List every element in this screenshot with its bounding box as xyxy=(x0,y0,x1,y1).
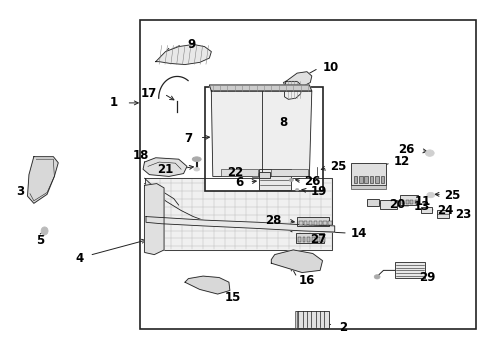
Ellipse shape xyxy=(288,179,293,181)
Bar xyxy=(399,195,417,205)
Text: 15: 15 xyxy=(224,291,241,304)
Bar xyxy=(297,237,300,242)
Text: 4: 4 xyxy=(75,252,83,265)
Bar xyxy=(299,221,302,225)
Bar xyxy=(295,233,324,243)
Text: 26: 26 xyxy=(304,175,320,188)
Bar xyxy=(318,221,322,225)
Polygon shape xyxy=(283,72,311,87)
Text: 25: 25 xyxy=(329,160,346,173)
Bar xyxy=(350,185,385,189)
Bar xyxy=(353,176,356,183)
Ellipse shape xyxy=(192,157,201,162)
Bar xyxy=(436,210,448,218)
Text: 13: 13 xyxy=(412,200,428,213)
Polygon shape xyxy=(211,91,311,176)
Text: 10: 10 xyxy=(322,60,338,73)
Text: 19: 19 xyxy=(310,185,326,198)
Ellipse shape xyxy=(426,192,434,198)
Bar xyxy=(401,200,404,204)
Polygon shape xyxy=(156,44,211,64)
Text: 2: 2 xyxy=(339,320,347,333)
Text: 3: 3 xyxy=(16,185,24,198)
Polygon shape xyxy=(184,276,229,294)
Text: 27: 27 xyxy=(310,233,326,246)
Bar xyxy=(252,173,258,177)
Bar xyxy=(328,221,331,225)
Text: 20: 20 xyxy=(388,198,405,211)
Bar xyxy=(366,199,378,206)
Bar xyxy=(409,200,412,204)
Bar xyxy=(312,237,315,242)
Ellipse shape xyxy=(373,275,379,279)
Bar xyxy=(259,169,290,190)
Text: 17: 17 xyxy=(140,87,157,100)
Text: 29: 29 xyxy=(418,271,434,284)
Bar xyxy=(379,201,396,210)
Polygon shape xyxy=(146,217,334,232)
Text: 8: 8 xyxy=(279,116,287,129)
Polygon shape xyxy=(271,250,322,273)
Polygon shape xyxy=(284,81,302,99)
Text: 6: 6 xyxy=(235,176,243,189)
Bar xyxy=(221,169,257,176)
Bar xyxy=(297,217,328,226)
Bar xyxy=(294,311,296,328)
Ellipse shape xyxy=(41,227,48,235)
Bar xyxy=(405,200,408,204)
Text: 22: 22 xyxy=(226,166,243,179)
Bar xyxy=(295,311,328,328)
Bar xyxy=(394,262,424,278)
Polygon shape xyxy=(27,157,58,203)
Text: 18: 18 xyxy=(133,149,149,162)
Text: 1: 1 xyxy=(109,96,118,109)
Bar xyxy=(307,237,310,242)
Ellipse shape xyxy=(193,167,199,171)
Polygon shape xyxy=(144,184,163,255)
Text: 26: 26 xyxy=(398,143,414,156)
Bar xyxy=(308,221,312,225)
Text: 23: 23 xyxy=(454,208,470,221)
Bar xyxy=(358,176,362,183)
Bar xyxy=(259,172,269,178)
Bar xyxy=(313,221,317,225)
Polygon shape xyxy=(143,158,186,176)
Bar xyxy=(317,237,320,242)
Bar xyxy=(414,200,417,204)
Bar xyxy=(271,169,307,176)
Bar xyxy=(380,176,383,183)
Text: 7: 7 xyxy=(184,132,192,145)
Text: 12: 12 xyxy=(392,155,408,168)
Bar xyxy=(322,237,325,242)
Bar xyxy=(364,176,367,183)
Bar xyxy=(323,221,326,225)
Bar xyxy=(302,237,305,242)
Bar xyxy=(205,87,322,191)
Text: 9: 9 xyxy=(186,38,195,51)
Bar xyxy=(369,176,372,183)
Text: 11: 11 xyxy=(414,195,430,208)
Bar xyxy=(140,21,475,329)
Ellipse shape xyxy=(295,188,298,191)
Bar xyxy=(374,176,378,183)
Bar xyxy=(350,163,385,185)
Polygon shape xyxy=(209,85,311,91)
Text: 21: 21 xyxy=(157,163,173,176)
Text: 24: 24 xyxy=(437,204,453,217)
Text: 5: 5 xyxy=(37,234,45,247)
Polygon shape xyxy=(144,178,331,250)
Text: 25: 25 xyxy=(444,189,460,202)
Bar xyxy=(420,207,431,213)
Ellipse shape xyxy=(425,150,433,156)
Bar xyxy=(304,221,307,225)
Text: 28: 28 xyxy=(264,215,281,228)
Text: 16: 16 xyxy=(299,274,315,287)
Text: 14: 14 xyxy=(350,227,366,240)
